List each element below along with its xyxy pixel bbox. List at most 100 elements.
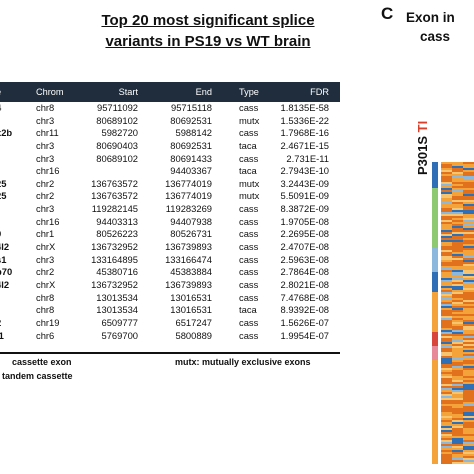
heatmap-cell	[463, 280, 474, 282]
cell-type: cass	[239, 152, 259, 164]
table-row: p70 chr2 45380716 45383884 cass 2.7864E-08	[0, 266, 340, 279]
heatmap-cell	[452, 294, 463, 296]
heatmap-cell	[452, 382, 463, 384]
heatmap-cell	[452, 460, 463, 462]
heatmap-cell	[441, 226, 452, 228]
heatmap-cell	[463, 276, 474, 278]
heatmap-cell	[463, 458, 474, 460]
heatmap-cell	[452, 220, 463, 222]
heatmap-cell	[452, 298, 463, 300]
heatmap-cell	[441, 212, 452, 214]
heatmap-cell	[463, 186, 474, 188]
heatmap-cell	[463, 398, 474, 400]
heatmap-cell	[463, 222, 474, 224]
legend-cass: cassette exon	[12, 357, 72, 367]
cell-fdr: 1.7968E-16	[280, 127, 329, 139]
heatmap-cell	[452, 452, 463, 454]
heatmap-cell	[441, 436, 452, 438]
heatmap-cell	[452, 442, 463, 444]
heatmap-cell	[441, 248, 452, 250]
heatmap-cell	[441, 364, 452, 366]
heatmap-cell	[441, 222, 452, 224]
heatmap-cell	[452, 168, 463, 170]
heatmap-cell	[441, 394, 452, 396]
heatmap-cell	[452, 314, 463, 316]
heatmap-cell	[441, 252, 452, 254]
heatmap-cell	[452, 186, 463, 188]
cell-fdr: 1.5336E-22	[280, 114, 329, 126]
heatmap-cell	[441, 366, 452, 368]
cell-type: cass	[239, 316, 259, 328]
cell-type: cass	[239, 203, 259, 215]
heatmap-cell	[452, 430, 463, 432]
heatmap-cell	[463, 250, 474, 252]
heatmap-cell	[452, 422, 463, 424]
heatmap-cell	[463, 334, 474, 336]
heatmap-cell	[463, 446, 474, 448]
heatmap-cell	[463, 370, 474, 372]
heatmap-cell	[452, 282, 463, 284]
heatmap-cell	[441, 322, 452, 324]
heatmap-cell	[441, 302, 452, 304]
heatmap-cell	[441, 180, 452, 182]
heatmap-cell	[441, 292, 452, 294]
heatmap-cell	[452, 194, 463, 196]
heatmap-cell	[441, 460, 452, 462]
heatmap-cell	[441, 442, 452, 444]
heatmap-cell	[452, 228, 463, 230]
heatmap-cell	[463, 258, 474, 260]
cell-end: 13016531	[170, 291, 212, 303]
heatmap-cell	[441, 354, 452, 356]
heatmap-cell	[463, 378, 474, 380]
heatmap-cell	[452, 360, 463, 362]
sample-label-main: P301S	[415, 132, 430, 175]
heatmap-cell	[463, 416, 474, 418]
heatmap-cell	[452, 458, 463, 460]
heatmap-cell	[441, 348, 452, 350]
heatmap-cell	[463, 340, 474, 342]
heatmap-cell	[463, 350, 474, 352]
heatmap-cell	[452, 352, 463, 354]
heatmap-cell	[441, 164, 452, 166]
heatmap-cell	[463, 374, 474, 376]
heatmap-cell	[441, 410, 452, 412]
cell-fdr: 8.3872E-09	[280, 203, 329, 215]
heatmap-cell	[441, 372, 452, 374]
heatmap-cell	[452, 262, 463, 264]
heatmap-cell	[441, 190, 452, 192]
heatmap-cell	[452, 424, 463, 426]
cell-chrom: chr11	[36, 127, 59, 139]
cell-start: 13013534	[96, 304, 138, 316]
table-row: chr8 13013534 13016531 taca 8.9392E-08	[0, 304, 340, 317]
heatmap-cell	[452, 184, 463, 186]
heatmap-cell	[463, 274, 474, 276]
heatmap-cell	[463, 284, 474, 286]
heatmap-cell	[441, 356, 452, 358]
cell-end: 133166474	[165, 253, 212, 265]
table-row: chr3 80689102 80691433 cass 2.731E-11	[0, 153, 340, 166]
heatmap-cell	[441, 402, 452, 404]
heatmap-cell	[441, 312, 452, 314]
cell-type: cass	[239, 253, 259, 265]
heatmap-cell	[463, 380, 474, 382]
heatmap-cell	[463, 332, 474, 334]
cell-fdr: 8.9392E-08	[280, 304, 329, 316]
heatmap-cell	[452, 308, 463, 310]
heatmap-cell	[463, 246, 474, 248]
heatmap-cell	[441, 430, 452, 432]
heatmap-cell	[452, 286, 463, 288]
heatmap-cell	[441, 340, 452, 342]
sample-label-accent: TI	[415, 120, 430, 133]
cell-fdr: 1.9954E-07	[280, 329, 329, 341]
cell-gene: x2b	[0, 127, 13, 139]
heatmap-cell	[441, 172, 452, 174]
header-end: End	[195, 87, 212, 97]
heatmap-cell	[452, 348, 463, 350]
heatmap-cell	[452, 296, 463, 298]
heatmap-cell	[441, 388, 452, 390]
heatmap-cell	[441, 384, 452, 386]
heatmap-cell	[452, 390, 463, 392]
heatmap-cell	[441, 174, 452, 176]
cell-start: 119282145	[91, 203, 138, 215]
heatmap-cell	[452, 206, 463, 208]
